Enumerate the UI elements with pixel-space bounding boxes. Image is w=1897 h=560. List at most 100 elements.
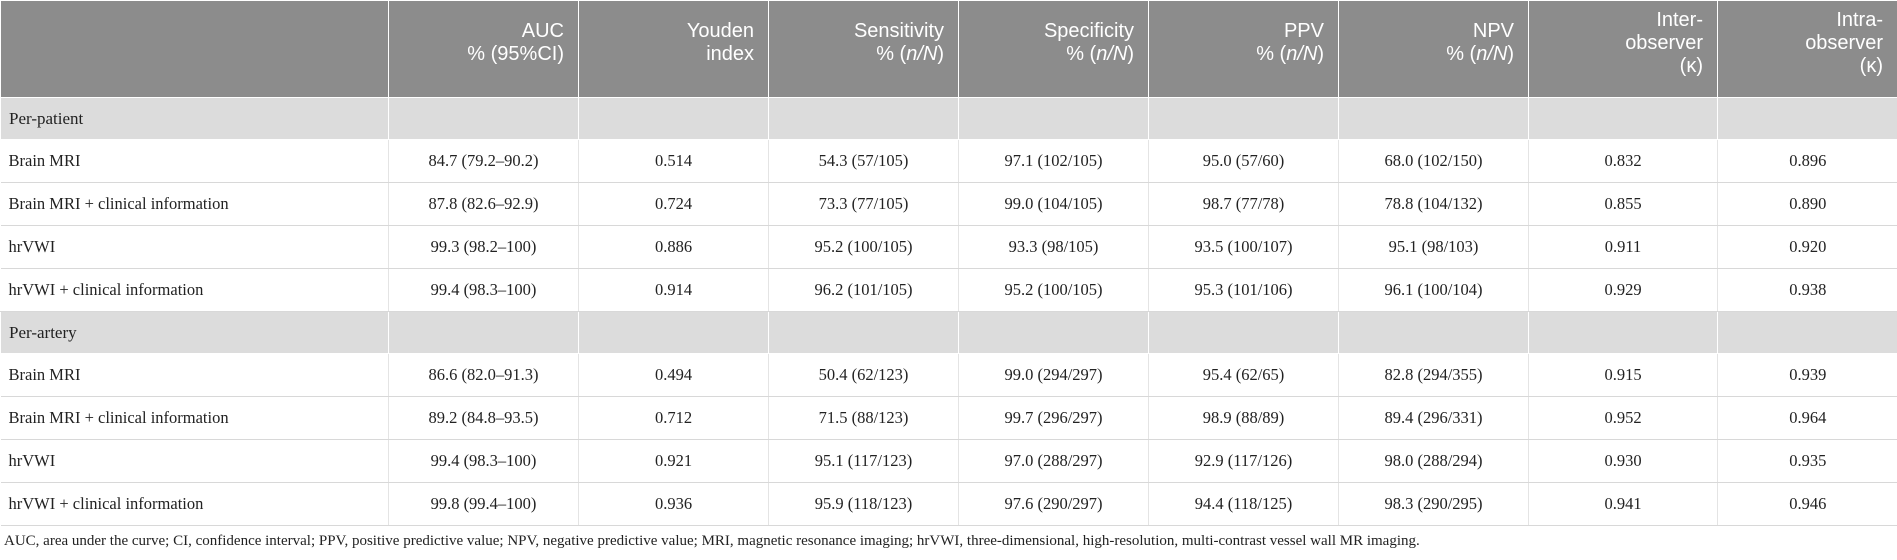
table-cell: 0.855 [1528, 182, 1718, 226]
table-cell: 82.8 (294/355) [1338, 353, 1529, 397]
section-label: Per-patient [0, 97, 389, 140]
table-cell: 0.915 [1528, 353, 1718, 397]
section-cell [1148, 97, 1339, 140]
section-cell [1717, 97, 1897, 140]
header-auc: AUC% (95%CI) [388, 0, 579, 98]
row-label: Brain MRI [0, 353, 389, 397]
section-cell [1528, 311, 1718, 354]
section-row: Per-patient [0, 97, 1897, 140]
section-row: Per-artery [0, 311, 1897, 354]
table-cell: 89.4 (296/331) [1338, 396, 1529, 440]
table-cell: 84.7 (79.2–90.2) [388, 139, 579, 183]
table-cell: 95.1 (117/123) [768, 439, 959, 483]
header-npv: NPV% (n/N) [1338, 0, 1529, 98]
table-cell: 95.1 (98/103) [1338, 225, 1529, 269]
table-row: hrVWI + clinical information 99.8 (99.4–1… [0, 482, 1897, 526]
table-cell: 95.3 (101/106) [1148, 268, 1339, 312]
table-body: Per-patient Brain MRI 84.7 (79.2–90.2) 0.51… [0, 97, 1897, 526]
table-cell: 87.8 (82.6–92.9) [388, 182, 579, 226]
table-cell: 0.890 [1717, 182, 1897, 226]
row-label: Brain MRI + clinical information [0, 396, 389, 440]
section-cell [958, 311, 1149, 354]
table-cell: 92.9 (117/126) [1148, 439, 1339, 483]
results-table: AUC% (95%CI) Youden index Sensitivity% (n… [0, 0, 1897, 526]
table-cell: 0.911 [1528, 225, 1718, 269]
table-cell: 97.1 (102/105) [958, 139, 1149, 183]
row-label: Brain MRI + clinical information [0, 182, 389, 226]
table-cell: 99.4 (98.3–100) [388, 268, 579, 312]
table-cell: 0.896 [1717, 139, 1897, 183]
table-cell: 99.3 (98.2–100) [388, 225, 579, 269]
section-cell [768, 97, 959, 140]
table-cell: 0.938 [1717, 268, 1897, 312]
table-row: Brain MRI 86.6 (82.0–91.3) 0.494 50.4 (62/1… [0, 353, 1897, 397]
table-cell: 96.2 (101/105) [768, 268, 959, 312]
table-cell: 0.930 [1528, 439, 1718, 483]
table-cell: 0.929 [1528, 268, 1718, 312]
table-cell: 0.514 [578, 139, 769, 183]
section-cell [1148, 311, 1339, 354]
table-cell: 89.2 (84.8–93.5) [388, 396, 579, 440]
header-row: AUC% (95%CI) Youden index Sensitivity% (n… [0, 0, 1897, 98]
table-cell: 95.9 (118/123) [768, 482, 959, 526]
table-cell: 0.914 [578, 268, 769, 312]
table-cell: 0.921 [578, 439, 769, 483]
section-cell [388, 311, 579, 354]
table-cell: 0.886 [578, 225, 769, 269]
table-cell: 0.939 [1717, 353, 1897, 397]
section-cell [768, 311, 959, 354]
table-cell: 0.935 [1717, 439, 1897, 483]
table-footnote: AUC, area under the curve; CI, confidenc… [4, 533, 1420, 549]
table-row: hrVWI + clinical information 99.4 (98.3–1… [0, 268, 1897, 312]
table-cell: 98.7 (77/78) [1148, 182, 1339, 226]
row-label: hrVWI [0, 225, 389, 269]
section-cell [1338, 97, 1529, 140]
section-cell [1717, 311, 1897, 354]
section-cell [578, 311, 769, 354]
section-cell [1528, 97, 1718, 140]
table-cell: 0.941 [1528, 482, 1718, 526]
table-cell: 93.3 (98/105) [958, 225, 1149, 269]
table-cell: 99.8 (99.4–100) [388, 482, 579, 526]
section-label: Per-artery [0, 311, 389, 354]
row-label: hrVWI + clinical information [0, 268, 389, 312]
row-label: hrVWI [0, 439, 389, 483]
table-cell: 0.936 [578, 482, 769, 526]
table-cell: 99.0 (294/297) [958, 353, 1149, 397]
header-sensitivity: Sensitivity% (n/N) [768, 0, 959, 98]
table-cell: 99.4 (98.3–100) [388, 439, 579, 483]
section-cell [958, 97, 1149, 140]
row-label: Brain MRI [0, 139, 389, 183]
table-cell: 0.964 [1717, 396, 1897, 440]
table-cell: 99.0 (104/105) [958, 182, 1149, 226]
table-cell: 68.0 (102/150) [1338, 139, 1529, 183]
table-cell: 0.832 [1528, 139, 1718, 183]
table-cell: 95.2 (100/105) [958, 268, 1149, 312]
table-cell: 95.2 (100/105) [768, 225, 959, 269]
table-cell: 0.952 [1528, 396, 1718, 440]
table-cell: 0.946 [1717, 482, 1897, 526]
table-cell: 99.7 (296/297) [958, 396, 1149, 440]
table-cell: 0.712 [578, 396, 769, 440]
table-row: Brain MRI + clinical information 89.2 (84… [0, 396, 1897, 440]
table-cell: 97.6 (290/297) [958, 482, 1149, 526]
section-cell [1338, 311, 1529, 354]
table-cell: 50.4 (62/123) [768, 353, 959, 397]
table-cell: 95.4 (62/65) [1148, 353, 1339, 397]
section-cell [578, 97, 769, 140]
table-cell: 0.724 [578, 182, 769, 226]
table-row: hrVWI 99.4 (98.3–100) 0.921 95.1 (117/123) 9… [0, 439, 1897, 483]
table-cell: 73.3 (77/105) [768, 182, 959, 226]
table-cell: 98.3 (290/295) [1338, 482, 1529, 526]
header-ppv: PPV% (n/N) [1148, 0, 1339, 98]
table-cell: 54.3 (57/105) [768, 139, 959, 183]
header-youden: Youden index [578, 0, 769, 98]
row-label: hrVWI + clinical information [0, 482, 389, 526]
table-cell: 86.6 (82.0–91.3) [388, 353, 579, 397]
section-cell [388, 97, 579, 140]
header-label-column [0, 0, 389, 98]
table-row: Brain MRI 84.7 (79.2–90.2) 0.514 54.3 (57/1… [0, 139, 1897, 183]
table-cell: 0.494 [578, 353, 769, 397]
table-cell: 71.5 (88/123) [768, 396, 959, 440]
table-cell: 94.4 (118/125) [1148, 482, 1339, 526]
